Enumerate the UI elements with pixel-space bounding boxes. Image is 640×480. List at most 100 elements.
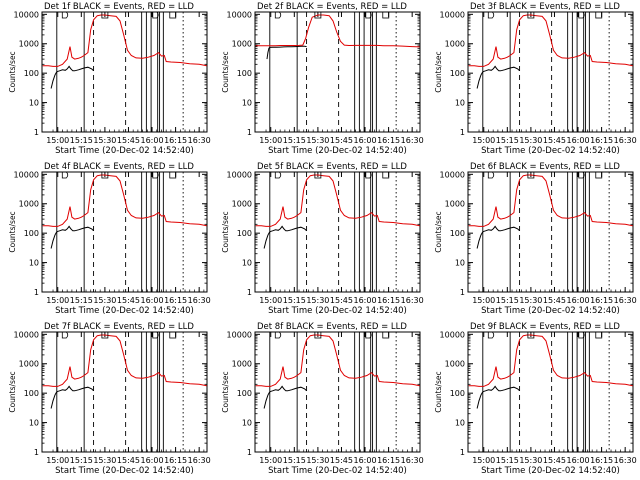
x-tick-label: 16:15 [590,456,613,465]
series-events [266,45,307,60]
x-tick-label: 15:45 [543,456,566,465]
series-lld [42,174,207,227]
x-axis-label: Start Time (20-Dec-02 14:52:40) [481,146,620,156]
x-tick-label: 16:30 [188,296,211,305]
marker-d-icon [578,11,585,19]
y-tick-label: 10000 [227,170,252,179]
series-events [263,225,307,249]
x-tick-label: 15:00 [472,456,495,465]
marker-s-icon [169,11,177,19]
panel-title: Det 8f BLACK = Events, RED = LLD [257,322,407,332]
panel-det-8: Det 8f BLACK = Events, RED = LLD 1 10 100 10… [221,322,424,476]
panel-det-7: Det 7f BLACK = Events, RED = LLD 1 10 100 10… [8,322,211,476]
y-tick-label: 1 [34,448,39,457]
x-tick-label: 15:45 [543,296,566,305]
y-tick-label: 10000 [440,170,465,179]
x-tick-label: 16:15 [164,136,187,145]
x-tick-label: 16:30 [614,136,637,145]
plot-frame [254,11,421,133]
y-tick-label: 10000 [227,330,252,339]
series-lld [468,334,633,387]
y-tick-label: 1000 [232,40,252,49]
y-tick-label: 10000 [227,10,252,19]
marker-s-icon [382,331,390,339]
y-axis-label: Counts/sec [221,211,230,252]
series-lld [42,14,207,67]
y-tick-label: 1000 [19,40,39,49]
x-tick-label: 15:30 [306,136,329,145]
marker-s-icon [527,171,535,179]
x-tick-label: 15:30 [306,296,329,305]
x-tick-label: 15:00 [472,136,495,145]
x-tick-label: 15:45 [330,456,353,465]
y-tick-label: 100 [237,389,252,398]
y-tick-label: 100 [450,389,465,398]
x-tick-label: 15:45 [117,296,140,305]
x-tick-label: 16:00 [141,296,164,305]
panel-det-9: Det 9f BLACK = Events, RED = LLD 1 10 100 10… [434,322,637,476]
x-tick-label: 16:00 [567,136,590,145]
series-events [50,65,94,89]
plot-frame [41,331,208,453]
marker-d-icon [578,171,585,179]
x-tick-label: 15:15 [283,136,306,145]
y-axis-label: Counts/sec [221,371,230,412]
y-tick-label: 10 [242,259,252,268]
x-tick-label: 16:00 [354,456,377,465]
x-axis-label: Start Time (20-Dec-02 14:52:40) [268,306,407,316]
x-tick-label: 16:15 [590,136,613,145]
x-tick-label: 15:15 [496,296,519,305]
y-tick-label: 1000 [19,200,39,209]
marker-s-icon [527,11,535,19]
x-axis-label: Start Time (20-Dec-02 14:52:40) [55,306,194,316]
y-tick-label: 10 [29,259,39,268]
y-tick-label: 1000 [232,360,252,369]
y-axis-label: Counts/sec [434,211,443,252]
x-tick-label: 15:30 [519,456,542,465]
series-events [263,385,307,409]
series-lld [468,174,633,227]
x-tick-label: 16:00 [141,456,164,465]
y-axis-label: Counts/sec [8,371,17,412]
marker-s-icon [382,171,390,179]
x-tick-label: 15:15 [283,456,306,465]
marker-s-icon [595,171,603,179]
marker-d-icon [487,11,495,19]
x-axis-label: Start Time (20-Dec-02 14:52:40) [55,466,194,476]
y-tick-label: 1000 [445,360,465,369]
y-axis-label: Counts/sec [434,371,443,412]
y-tick-label: 1000 [19,360,39,369]
y-tick-label: 10 [455,99,465,108]
panel-det-2: Det 2f BLACK = Events, RED = LLD 1 10 100 10… [221,2,424,156]
x-tick-label: 15:00 [259,296,282,305]
marker-s-icon [101,11,109,19]
x-tick-label: 16:15 [590,296,613,305]
x-axis-label: Start Time (20-Dec-02 14:52:40) [55,146,194,156]
x-tick-label: 16:15 [377,136,400,145]
plot-frame [254,331,421,453]
y-tick-label: 1000 [445,200,465,209]
panel-det-3: Det 3f BLACK = Events, RED = LLD 1 10 100 10… [434,2,637,156]
y-tick-label: 10000 [440,330,465,339]
x-tick-label: 15:00 [46,456,69,465]
x-tick-label: 15:45 [117,136,140,145]
marker-s-icon [169,331,177,339]
x-axis-label: Start Time (20-Dec-02 14:52:40) [268,146,407,156]
marker-d-icon [365,171,372,179]
x-tick-label: 15:30 [519,136,542,145]
y-axis-label: Counts/sec [8,211,17,252]
marker-d-icon [61,171,69,179]
marker-s-icon [314,331,322,339]
x-tick-label: 15:00 [259,456,282,465]
y-tick-label: 100 [24,389,39,398]
series-lld [255,14,420,48]
panel-title: Det 3f BLACK = Events, RED = LLD [470,2,620,12]
plot-frame [41,11,208,133]
y-tick-label: 1000 [445,40,465,49]
x-tick-label: 15:30 [93,456,116,465]
x-tick-label: 15:15 [283,296,306,305]
plot-frame [467,171,634,293]
y-tick-label: 100 [237,229,252,238]
x-tick-label: 15:30 [519,296,542,305]
marker-d-icon [365,331,372,339]
